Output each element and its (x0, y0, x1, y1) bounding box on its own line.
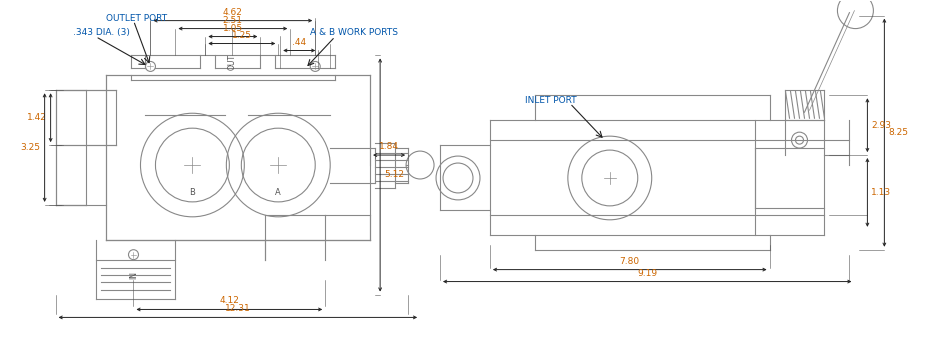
Text: .343 DIA. (3): .343 DIA. (3) (73, 28, 129, 37)
Text: A: A (275, 188, 281, 197)
Text: 4.62: 4.62 (223, 8, 243, 17)
Text: 12.31: 12.31 (225, 304, 251, 313)
Text: 1.13: 1.13 (871, 188, 892, 197)
Text: 8.25: 8.25 (888, 128, 909, 137)
Text: 7.80: 7.80 (619, 257, 640, 266)
Text: 2.93: 2.93 (871, 121, 891, 130)
Text: OUTLET PORT: OUTLET PORT (105, 14, 166, 23)
Text: B: B (190, 188, 195, 197)
Text: 1.25: 1.25 (232, 31, 252, 40)
Text: 1.05: 1.05 (223, 23, 243, 32)
Text: .44: .44 (292, 38, 306, 47)
Text: OUT: OUT (228, 55, 237, 70)
Text: INLET PORT: INLET PORT (525, 96, 577, 105)
Text: 3.25: 3.25 (20, 143, 41, 152)
Text: 2.51: 2.51 (223, 16, 243, 24)
Text: 1.84: 1.84 (379, 142, 399, 151)
Text: 9.19: 9.19 (637, 268, 658, 278)
Text: A & B WORK PORTS: A & B WORK PORTS (311, 28, 398, 37)
Text: 1.42: 1.42 (27, 113, 46, 122)
Text: 4.12: 4.12 (219, 296, 239, 305)
Text: 5.12: 5.12 (384, 170, 405, 179)
Text: IN: IN (129, 270, 138, 278)
